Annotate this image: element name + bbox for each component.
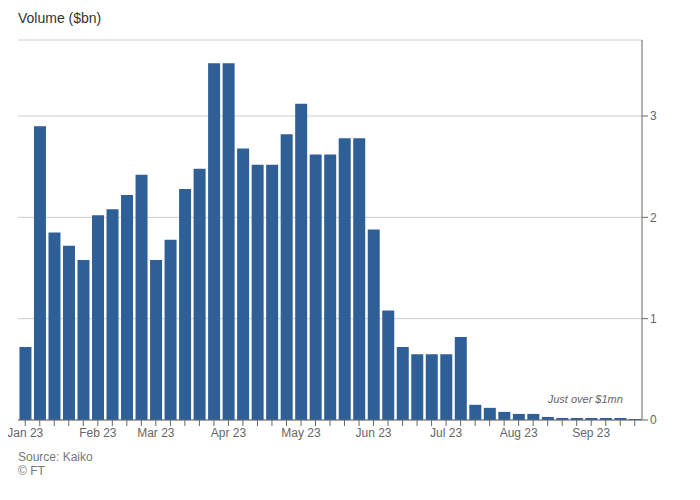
svg-text:0: 0 [650,413,657,427]
svg-text:Feb 23: Feb 23 [79,426,117,440]
html-text:Volume ($bn): Volume ($bn) [18,10,102,26]
svg-text:Jan 23: Jan 23 [8,426,44,440]
html-text:Source: Kaiko: Source: Kaiko [18,450,93,464]
svg-text:Aug 23: Aug 23 [500,426,538,440]
svg-text:2: 2 [650,211,657,225]
svg-text:Apr 23: Apr 23 [211,426,247,440]
svg-text:Sep 23: Sep 23 [572,426,610,440]
svg-text:Mar 23: Mar 23 [137,426,175,440]
svg-text:Jul 23: Jul 23 [430,426,462,440]
svg-text:1: 1 [650,312,657,326]
svg-text:3: 3 [650,109,657,123]
html-text:Just over $1mn: Just over $1mn [547,393,623,405]
svg-text:May 23: May 23 [281,426,321,440]
svg-text:Jun 23: Jun 23 [356,426,392,440]
html-text:© FT: © FT [18,464,45,478]
